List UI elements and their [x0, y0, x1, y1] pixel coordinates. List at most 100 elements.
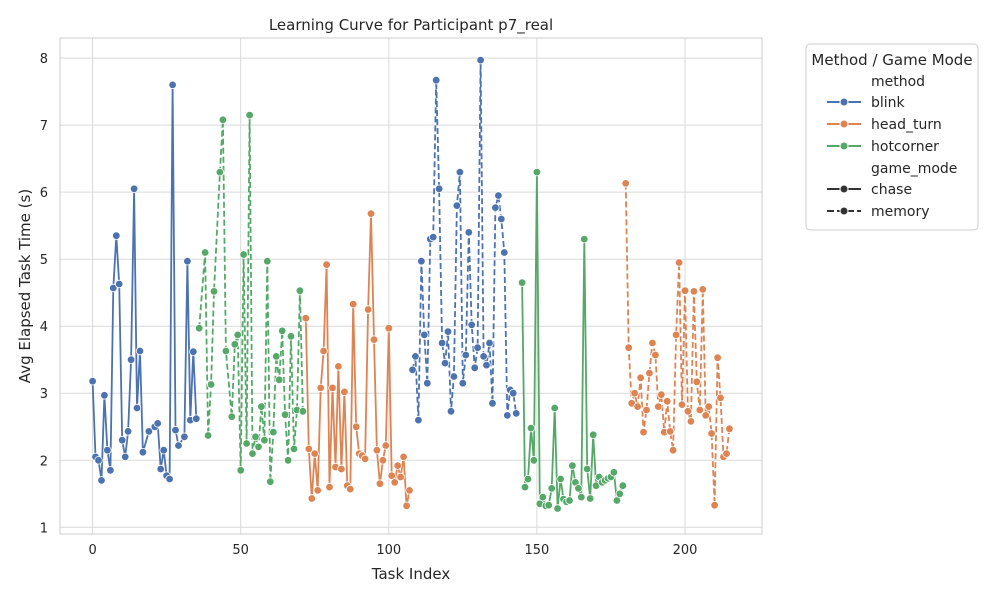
legend-blink-label: blink	[871, 95, 906, 111]
series-hotcorner-memory	[194, 110, 308, 486]
data-point-head_turn-memory-204	[692, 377, 701, 386]
data-point-blink-chase-14	[129, 184, 139, 193]
legend-blink-marker	[839, 97, 849, 107]
legend-memory-label: memory	[871, 204, 930, 220]
data-point-blink-chase-5	[103, 446, 112, 455]
data-point-hotcorner-memory-62	[272, 352, 281, 361]
x-tick-label-100: 100	[376, 543, 401, 558]
data-point-head_turn-memory-180	[621, 179, 630, 188]
data-point-head_turn-chase-81	[328, 383, 337, 393]
x-axis-label: Task Index	[371, 565, 451, 583]
data-point-blink-chase-8	[112, 231, 121, 240]
data-point-head_turn-chase-79	[322, 260, 331, 269]
data-point-blink-memory-109	[411, 352, 420, 361]
legend: Method / Game Mode method blink head_tur…	[805, 43, 979, 231]
data-point-head_turn-chase-78	[319, 346, 328, 356]
data-point-head_turn-memory-200	[680, 286, 690, 295]
data-point-blink-memory-120	[443, 327, 453, 336]
data-point-blink-chase-3	[97, 476, 106, 485]
x-tick-label-150: 150	[524, 543, 549, 558]
data-point-blink-memory-135	[488, 399, 497, 408]
data-point-head_turn-chase-80	[325, 482, 334, 492]
data-point-head_turn-chase-97	[375, 479, 385, 488]
data-point-hotcorner-chase-167	[583, 464, 592, 474]
data-point-head_turn-memory-186	[639, 427, 648, 437]
legend-game-mode-header: game_mode	[871, 161, 957, 177]
data-point-head_turn-memory-210	[710, 501, 719, 510]
data-point-hotcorner-memory-41	[209, 287, 219, 296]
data-point-blink-memory-119	[440, 358, 450, 368]
data-point-blink-chase-32	[183, 257, 192, 266]
data-point-hotcorner-memory-70	[295, 286, 305, 295]
data-point-hotcorner-memory-45	[221, 346, 231, 356]
data-point-blink-memory-132	[479, 352, 488, 361]
data-point-head_turn-memory-212	[716, 393, 725, 403]
data-point-head_turn-chase-102	[390, 478, 399, 487]
data-point-hotcorner-chase-168	[586, 494, 595, 503]
data-point-head_turn-memory-214	[722, 449, 731, 458]
data-point-blink-chase-31	[180, 432, 189, 441]
data-point-blink-chase-4	[100, 391, 109, 400]
data-point-head_turn-memory-191	[654, 402, 663, 411]
data-point-blink-chase-35	[192, 414, 201, 423]
data-point-blink-chase-6	[106, 466, 115, 475]
data-point-hotcorner-chase-178	[615, 489, 624, 498]
data-point-head_turn-memory-211	[713, 353, 722, 362]
data-point-head_turn-chase-76	[313, 486, 322, 495]
series-line-head_turn-memory	[624, 183, 731, 507]
data-point-blink-chase-26	[165, 474, 174, 484]
data-point-hotcorner-memory-53	[245, 110, 254, 120]
y-tick-label-7: 7	[40, 119, 48, 134]
grid-lines	[60, 38, 762, 534]
data-point-head_turn-memory-196	[668, 446, 678, 455]
data-point-blink-memory-113	[423, 379, 432, 388]
data-point-hotcorner-chase-152	[538, 492, 547, 502]
data-point-head_turn-memory-185	[636, 373, 645, 382]
data-point-head_turn-memory-202	[686, 417, 696, 426]
data-point-blink-memory-116	[432, 75, 441, 85]
data-point-hotcorner-chase-176	[609, 468, 619, 477]
data-point-blink-memory-134	[485, 338, 494, 348]
data-point-blink-chase-13	[126, 355, 136, 364]
data-point-blink-memory-140	[503, 411, 512, 420]
data-point-head_turn-chase-72	[301, 314, 310, 323]
data-point-hotcorner-memory-40	[206, 380, 216, 389]
data-point-hotcorner-chase-179	[618, 481, 627, 490]
data-point-head_turn-chase-103	[393, 461, 402, 470]
data-point-blink-memory-108	[408, 365, 417, 374]
y-tick-label-6: 6	[40, 186, 48, 201]
data-point-blink-chase-2	[94, 456, 103, 465]
data-point-head_turn-chase-104	[396, 472, 405, 482]
data-point-blink-memory-138	[497, 214, 506, 224]
data-point-blink-chase-19	[144, 427, 154, 436]
data-point-head_turn-memory-190	[651, 350, 660, 360]
data-point-head_turn-memory-197	[671, 330, 681, 340]
data-point-hotcorner-chase-165	[577, 492, 586, 502]
y-tick-label-2: 2	[40, 454, 48, 469]
data-point-hotcorner-chase-161	[565, 496, 574, 505]
data-point-blink-chase-34	[189, 347, 198, 356]
data-point-hotcorner-memory-50	[236, 466, 245, 475]
data-point-blink-chase-10	[117, 436, 127, 445]
data-point-hotcorner-chase-164	[574, 484, 583, 493]
data-point-hotcorner-memory-56	[254, 442, 263, 452]
data-point-head_turn-memory-203	[689, 287, 699, 296]
data-point-hotcorner-memory-57	[257, 402, 266, 411]
y-tick-label-1: 1	[40, 521, 48, 536]
data-point-hotcorner-memory-63	[275, 375, 284, 384]
data-point-hotcorner-chase-146	[520, 482, 530, 492]
legend-chase-marker	[839, 184, 849, 194]
data-point-hotcorner-memory-44	[218, 115, 228, 124]
data-point-blink-chase-29	[174, 441, 183, 450]
data-point-head_turn-memory-184	[633, 402, 642, 411]
data-point-blink-chase-0	[88, 377, 97, 386]
data-point-head_turn-chase-98	[378, 456, 388, 465]
data-point-blink-memory-111	[417, 257, 426, 266]
data-point-hotcorner-chase-166	[580, 234, 589, 244]
data-point-head_turn-memory-194	[663, 397, 672, 406]
data-point-hotcorner-memory-47	[227, 412, 236, 421]
data-point-hotcorner-memory-68	[289, 444, 299, 454]
legend-memory-marker	[839, 206, 849, 216]
data-point-blink-chase-22	[153, 419, 162, 428]
